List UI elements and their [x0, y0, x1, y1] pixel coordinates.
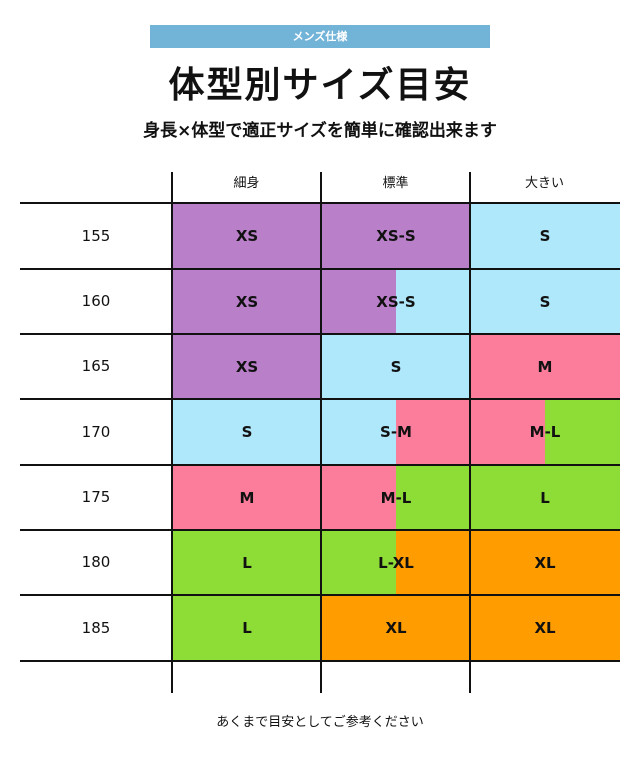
- size-cell: L-XL: [321, 531, 471, 594]
- size-cell: M: [172, 466, 322, 529]
- size-cell: XL: [470, 596, 620, 660]
- column-divider: [469, 172, 471, 693]
- size-cell: XS-S: [321, 270, 471, 333]
- mens-banner: メンズ仕様: [150, 25, 490, 48]
- size-cell: M-L: [470, 400, 620, 464]
- size-cell: XL: [321, 596, 471, 660]
- footer-note: あくまで目安としてご参考ください: [216, 715, 424, 730]
- size-cell: XS: [172, 335, 322, 398]
- size-cell: S: [470, 204, 620, 268]
- size-cell: M-L: [321, 466, 471, 529]
- row-height-label: 175: [81, 488, 111, 506]
- size-cell: S: [172, 400, 322, 464]
- size-cell: S: [470, 270, 620, 333]
- column-header: 細身: [233, 176, 260, 191]
- column-divider: [171, 172, 173, 693]
- row-height-label: 185: [81, 619, 111, 637]
- page-title: 体型別サイズ目安: [168, 65, 472, 106]
- row-height-label: 170: [81, 423, 111, 441]
- row-height-label: 155: [81, 227, 111, 245]
- size-cell: XL: [470, 531, 620, 594]
- column-divider: [320, 172, 322, 693]
- size-cell: XS: [172, 270, 322, 333]
- size-cell: S: [321, 335, 471, 398]
- size-cell: L: [470, 466, 620, 529]
- size-cell: L: [172, 596, 322, 660]
- row-height-label: 165: [81, 357, 111, 375]
- row-height-label: 180: [81, 553, 111, 571]
- size-cell: XS: [172, 204, 322, 268]
- page-subtitle: 身長×体型で適正サイズを簡単に確認出来ます: [143, 121, 497, 141]
- column-header: 大きい: [524, 176, 564, 191]
- size-cell: S-M: [321, 400, 471, 464]
- size-cell: L: [172, 531, 322, 594]
- size-cell: M: [470, 335, 620, 398]
- row-height-label: 160: [81, 292, 111, 310]
- size-cell: XS-S: [321, 204, 471, 268]
- column-header: 標準: [382, 176, 409, 191]
